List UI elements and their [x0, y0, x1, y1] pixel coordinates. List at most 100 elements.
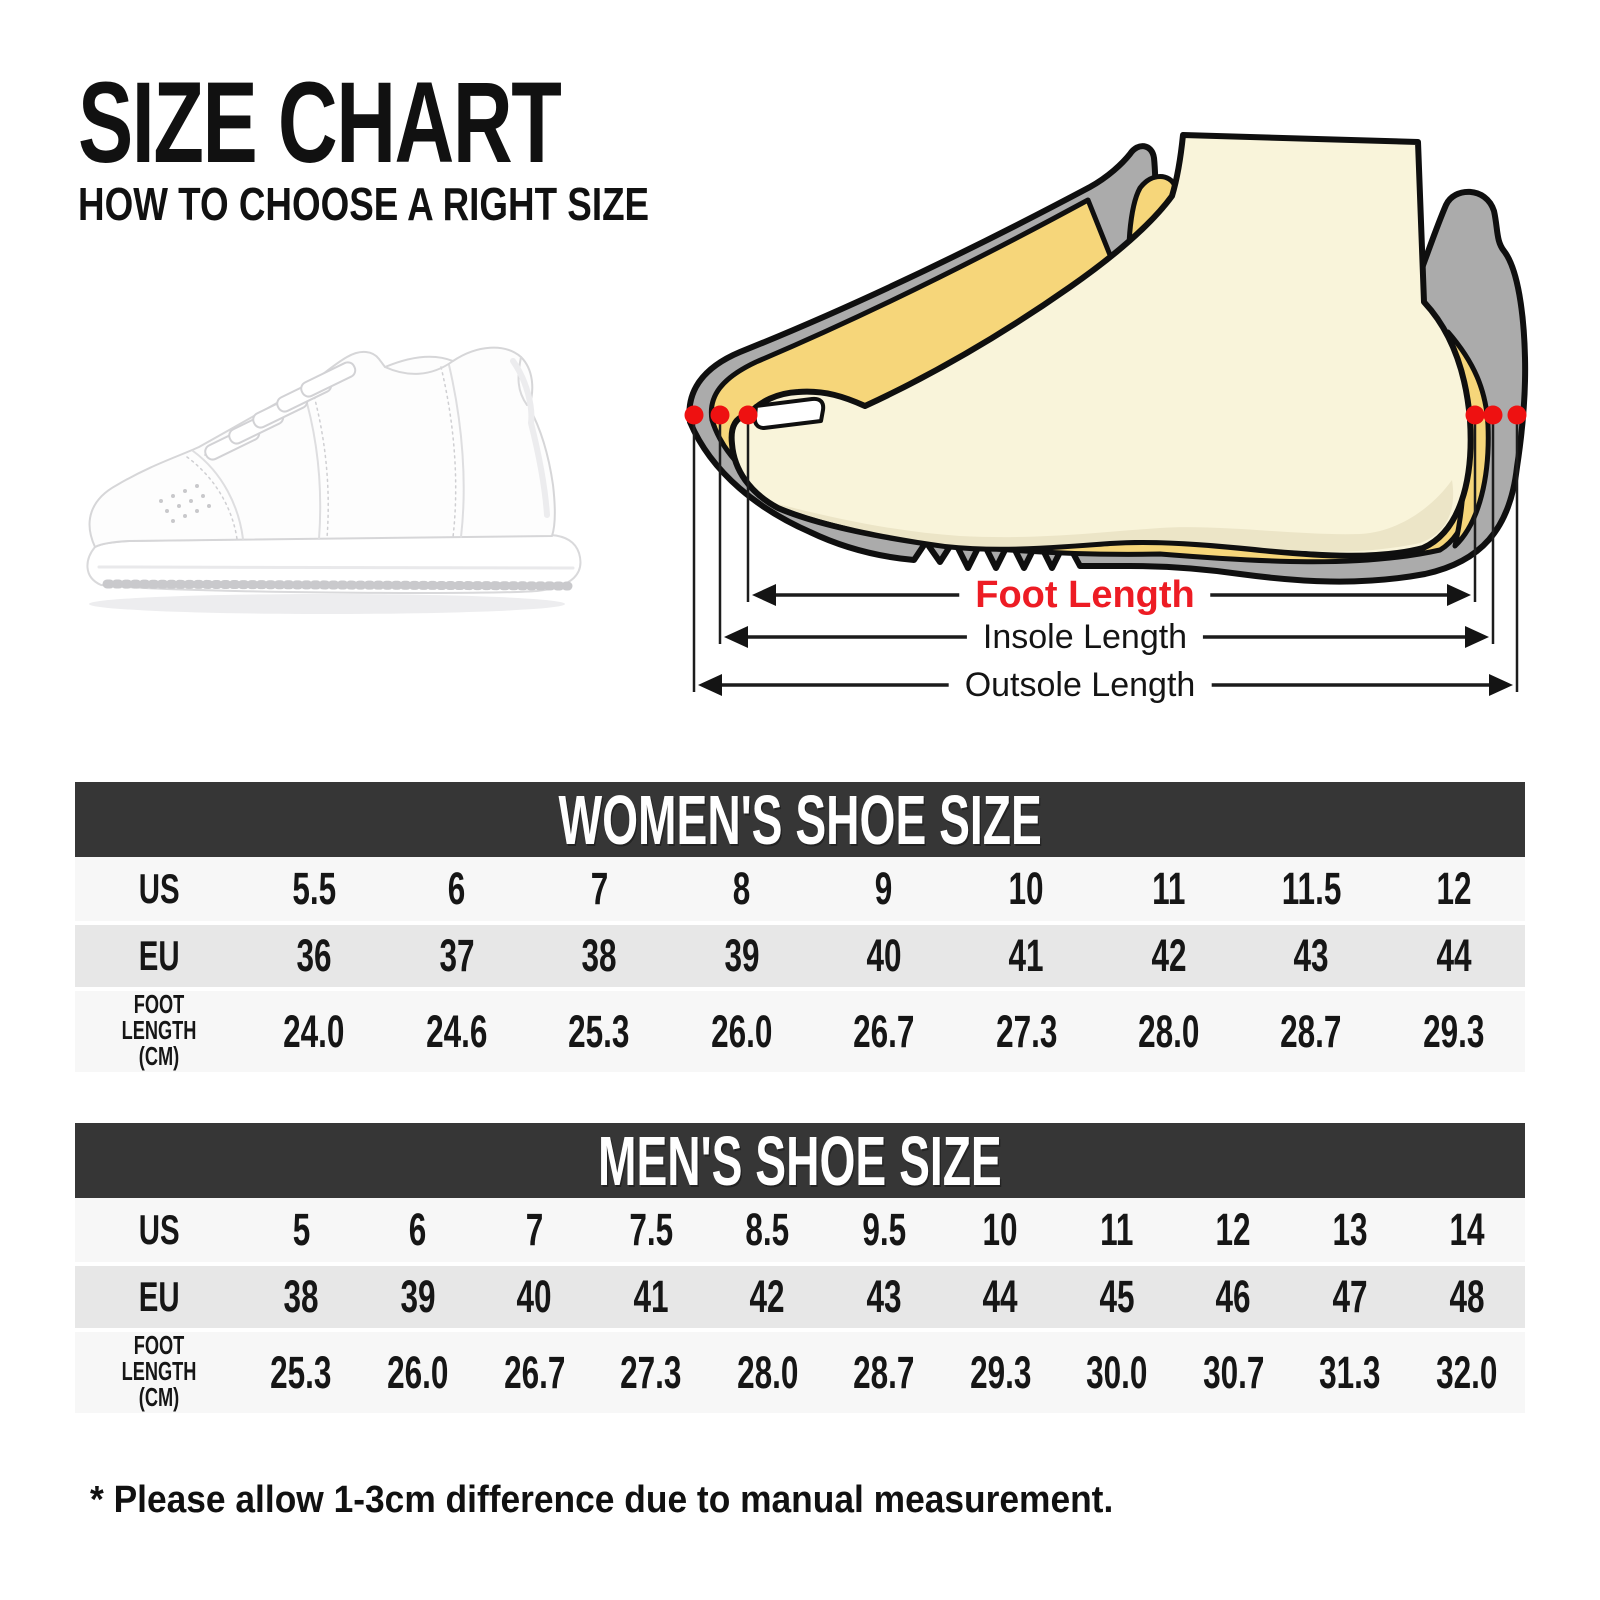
page-title: SIZE CHART [78, 66, 748, 181]
measurement-note: * Please allow 1-3cm difference due to m… [90, 1479, 1190, 1523]
row-label: EU [75, 1262, 243, 1330]
insole-length-label: Insole Length [966, 617, 1204, 657]
women-table-title: WOMEN'S SHOE SIZE [558, 780, 1042, 859]
size-cell: 8 [670, 857, 813, 923]
size-cell: 39 [359, 1262, 477, 1330]
table-row: EU 38 39 40 41 42 43 44 45 46 47 48 [75, 1262, 1525, 1330]
size-cell: 5.5 [243, 857, 386, 923]
sneaker-illustration [86, 346, 582, 614]
size-cell: 29.3 [942, 1328, 1059, 1413]
size-cell: 30.0 [1058, 1328, 1176, 1413]
size-cell: 26.7 [812, 987, 956, 1072]
size-cell: 6 [385, 857, 528, 923]
size-cell: 30.7 [1175, 1328, 1292, 1413]
foot-measurement-diagram: Foot Length Insole Length Outsole Length [660, 90, 1550, 715]
size-cell: 6 [359, 1198, 477, 1264]
row-label: FOOT LENGTH (CM) [75, 1328, 243, 1413]
men-size-table: MEN'S SHOE SIZE US 5 6 7 7.5 8.5 9.5 10 11 12 13 14… [75, 1123, 1525, 1413]
size-cell: 43 [825, 1262, 943, 1330]
sneaker-collar [384, 360, 454, 375]
size-cell: 46 [1175, 1262, 1292, 1330]
size-cell: 9.5 [825, 1198, 943, 1264]
size-cell: 27.3 [592, 1328, 710, 1413]
sneaker-tread [102, 579, 573, 591]
outsole-length-label: Outsole Length [948, 665, 1212, 705]
size-cell: 29.3 [1382, 987, 1525, 1072]
size-cell: 7 [527, 857, 671, 923]
size-cell: 42 [709, 1262, 826, 1330]
size-cell: 10 [955, 857, 1098, 923]
measurement-point-dots [684, 405, 1527, 425]
page-subtitle: HOW TO CHOOSE A RIGHT SIZE [78, 181, 792, 227]
size-cell: 25.3 [527, 987, 671, 1072]
size-cell: 39 [670, 921, 813, 989]
sneaker-photo [65, 315, 605, 625]
size-cell: 36 [243, 921, 386, 989]
men-table-header: MEN'S SHOE SIZE [75, 1123, 1525, 1198]
size-cell: 27.3 [955, 987, 1098, 1072]
page-title-text: SIZE CHART [78, 59, 562, 187]
table-row: US 5.5 6 7 8 9 10 11 11.5 12 [75, 857, 1525, 923]
size-cell: 28.0 [709, 1328, 826, 1413]
men-table-title: MEN'S SHOE SIZE [598, 1121, 1002, 1200]
size-cell: 37 [385, 921, 528, 989]
size-cell: 26.7 [476, 1328, 593, 1413]
size-cell: 40 [476, 1262, 593, 1330]
size-cell: 13 [1291, 1198, 1409, 1264]
table-row: EU 36 37 38 39 40 41 42 43 44 [75, 921, 1525, 989]
size-cell: 48 [1408, 1262, 1525, 1330]
size-cell: 28.7 [825, 1328, 943, 1413]
size-cell: 44 [1382, 921, 1525, 989]
size-cell: 24.6 [385, 987, 528, 1072]
size-cell: 10 [942, 1198, 1059, 1264]
arrowheads [698, 584, 1513, 696]
page-subtitle-text: HOW TO CHOOSE A RIGHT SIZE [78, 178, 650, 230]
foot-shape [728, 132, 1474, 559]
men-table-grid: US 5 6 7 7.5 8.5 9.5 10 11 12 13 14 EU 38 39 40 41 42 43 44… [75, 1198, 1525, 1413]
size-cell: 28.7 [1240, 987, 1383, 1072]
size-cell: 44 [942, 1262, 1059, 1330]
size-cell: 25.3 [243, 1328, 360, 1413]
row-label: FOOT LENGTH (CM) [75, 987, 243, 1072]
size-cell: 40 [812, 921, 956, 989]
table-row: FOOT LENGTH (CM) 24.0 24.6 25.3 26.0 26.7 27.3… [75, 987, 1525, 1072]
size-cell: 11.5 [1240, 857, 1383, 923]
size-cell: 45 [1058, 1262, 1176, 1330]
size-cell: 11 [1058, 1198, 1176, 1264]
size-cell: 32.0 [1408, 1328, 1525, 1413]
size-cell: 14 [1408, 1198, 1525, 1264]
sneaker-shadow [89, 594, 565, 614]
size-cell: 9 [812, 857, 956, 923]
size-cell: 41 [592, 1262, 710, 1330]
foot-sole-shading [778, 480, 1454, 552]
size-cell: 47 [1291, 1262, 1409, 1330]
size-cell: 11 [1097, 857, 1241, 923]
table-row: FOOT LENGTH (CM) 25.3 26.0 26.7 27.3 28.0 28.7… [75, 1328, 1525, 1413]
sneaker-upper [88, 346, 556, 548]
measurement-note-text: * Please allow 1-3cm difference due to m… [90, 1479, 1114, 1521]
sneaker-laces [204, 361, 357, 461]
row-label: US [75, 1198, 243, 1264]
size-cell: 24.0 [243, 987, 386, 1072]
size-cell: 41 [955, 921, 1098, 989]
row-label: US [75, 857, 243, 923]
size-cell: 7.5 [592, 1198, 710, 1264]
size-cell: 38 [527, 921, 671, 989]
size-cell: 38 [243, 1262, 360, 1330]
size-cell: 5 [243, 1198, 360, 1264]
size-cell: 28.0 [1097, 987, 1241, 1072]
size-cell: 42 [1097, 921, 1241, 989]
women-table-grid: US 5.5 6 7 8 9 10 11 11.5 12 EU 36 37 38 39 40 41 42 43 44 F… [75, 857, 1525, 1072]
size-cell: 43 [1240, 921, 1383, 989]
sneaker-perforations [159, 484, 211, 523]
size-cell: 31.3 [1291, 1328, 1409, 1413]
row-label: EU [75, 921, 243, 989]
size-cell: 7 [476, 1198, 593, 1264]
size-cell: 26.0 [670, 987, 813, 1072]
size-cell: 12 [1175, 1198, 1292, 1264]
foot-length-label: Foot Length [959, 575, 1211, 615]
sneaker-heel-tab [517, 356, 528, 406]
table-row: US 5 6 7 7.5 8.5 9.5 10 11 12 13 14 [75, 1198, 1525, 1264]
women-size-table: WOMEN'S SHOE SIZE US 5.5 6 7 8 9 10 11 11.5 12 EU 3… [75, 782, 1525, 1072]
